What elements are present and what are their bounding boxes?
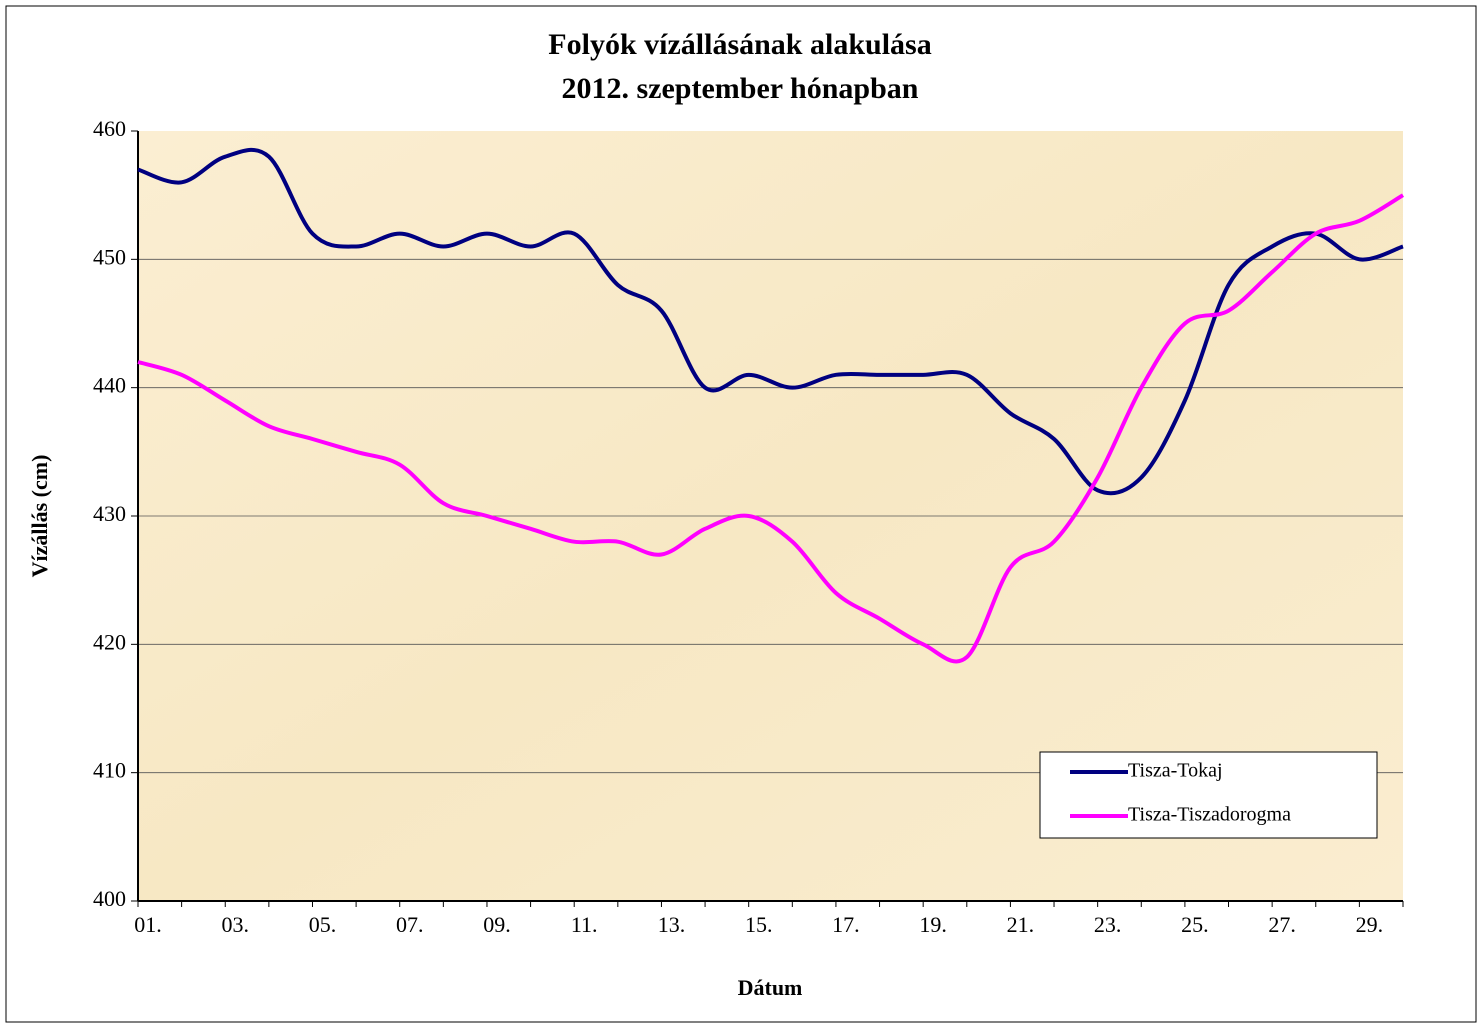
x-tick-label: 29. (1356, 912, 1384, 937)
x-tick-label: 01. (134, 912, 162, 937)
x-tick-label: 13. (658, 912, 686, 937)
x-tick-label: 25. (1181, 912, 1209, 937)
x-tick-label: 19. (919, 912, 947, 937)
y-tick-label: 400 (93, 886, 126, 911)
y-tick-label: 460 (93, 116, 126, 141)
x-tick-label: 21. (1007, 912, 1035, 937)
x-tick-label: 15. (745, 912, 773, 937)
x-tick-label: 27. (1268, 912, 1296, 937)
y-tick-label: 440 (93, 373, 126, 398)
x-axis-title: Dátum (738, 975, 803, 1000)
line-series (137, 193, 1405, 664)
x-tick-label: 17. (832, 912, 860, 937)
x-tick-label: 09. (483, 912, 511, 937)
y-tick-label: 430 (93, 501, 126, 526)
y-tick-label: 410 (93, 758, 126, 783)
legend-label: Tisza-Tokaj (1128, 760, 1223, 782)
y-axis-title: Vízállás (cm) (27, 455, 52, 578)
x-tick-label: 03. (221, 912, 249, 937)
legend-label: Tisza-Tiszadorogma (1128, 804, 1291, 826)
line-series (137, 147, 1404, 496)
x-tick-label: 07. (396, 912, 424, 937)
legend-box (1039, 751, 1378, 839)
y-tick-label: 420 (93, 629, 126, 654)
x-tick-label: 11. (571, 912, 598, 937)
chart-title: Folyók vízállásának alakulása (548, 28, 931, 61)
x-tick-label: 23. (1094, 912, 1122, 937)
x-tick-label: 05. (309, 912, 337, 937)
y-tick-label: 450 (93, 244, 126, 269)
chart-title: 2012. szeptember hónapban (562, 72, 919, 105)
